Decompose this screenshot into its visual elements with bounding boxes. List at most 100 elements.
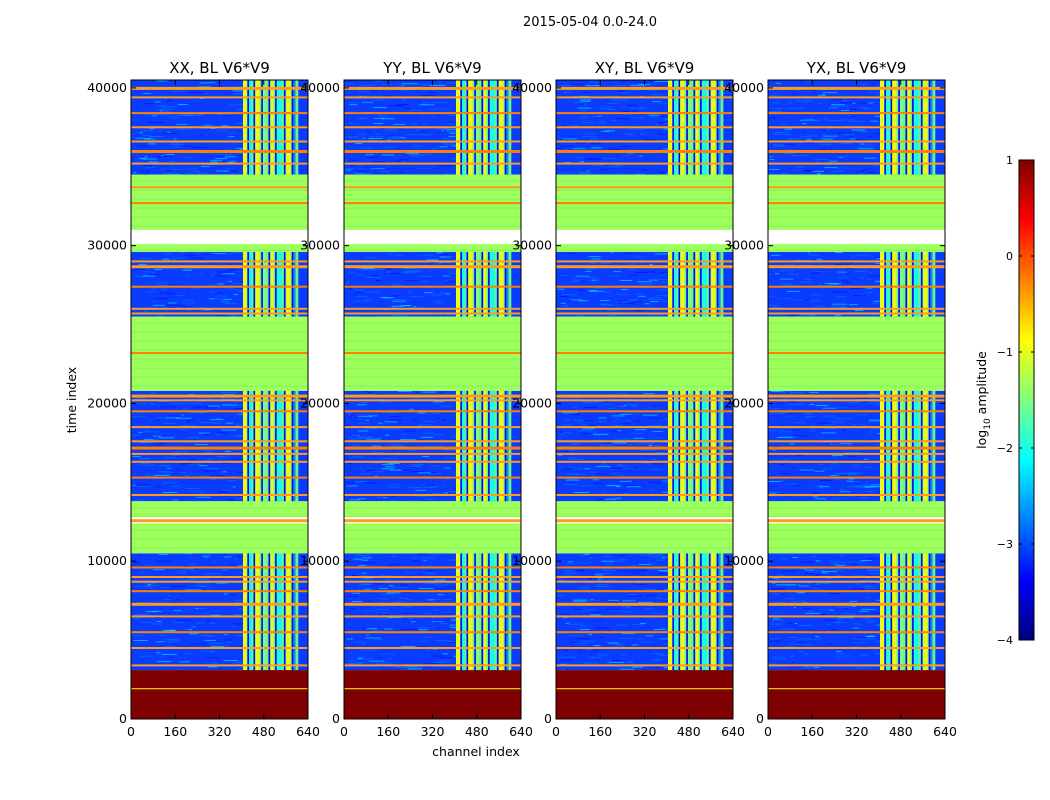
noise-speck bbox=[648, 481, 661, 483]
panel-title: XY, BL V6*V9 bbox=[595, 59, 695, 77]
noise-speck bbox=[768, 304, 779, 306]
noise-speck bbox=[223, 149, 230, 151]
noise-speck bbox=[787, 622, 793, 624]
noise-speck bbox=[388, 585, 394, 587]
noise-speck bbox=[182, 114, 195, 116]
noise-speck bbox=[582, 92, 590, 94]
flag-row bbox=[344, 394, 521, 398]
noise-speck bbox=[131, 137, 146, 139]
noise-speck bbox=[381, 428, 390, 430]
noise-speck bbox=[433, 434, 444, 436]
noise-speck bbox=[572, 599, 587, 601]
noise-speck bbox=[426, 599, 434, 601]
noise-speck bbox=[793, 169, 804, 171]
noise-speck bbox=[591, 471, 597, 473]
rfi-gap-line bbox=[708, 251, 711, 317]
flag-stripe bbox=[556, 529, 733, 531]
flag-stripe bbox=[131, 516, 308, 518]
noise-speck bbox=[190, 168, 199, 170]
noise-speck bbox=[605, 563, 613, 565]
flag-row bbox=[344, 126, 521, 129]
noise-speck bbox=[818, 259, 830, 261]
rfi-stripe bbox=[673, 553, 677, 671]
noise-speck bbox=[867, 620, 875, 622]
noise-speck bbox=[345, 412, 352, 414]
flag-row bbox=[556, 150, 733, 153]
noise-speck bbox=[351, 601, 362, 602]
noise-speck bbox=[848, 478, 855, 480]
noise-speck bbox=[168, 639, 182, 641]
noise-speck bbox=[432, 626, 435, 628]
noise-speck bbox=[593, 434, 608, 436]
noise-speck bbox=[196, 463, 201, 465]
noise-speck bbox=[203, 613, 210, 614]
noise-speck bbox=[394, 104, 409, 106]
rfi-stripe bbox=[277, 390, 282, 502]
noise-speck bbox=[788, 401, 798, 403]
noise-speck bbox=[803, 142, 815, 144]
noise-speck bbox=[347, 595, 359, 597]
noise-speck bbox=[183, 475, 190, 476]
noise-speck bbox=[147, 274, 162, 276]
noise-speck bbox=[838, 105, 848, 107]
noise-speck bbox=[851, 102, 857, 104]
noise-speck bbox=[809, 404, 815, 405]
noise-speck bbox=[207, 405, 221, 407]
noise-speck bbox=[193, 608, 207, 610]
noise-speck bbox=[653, 613, 663, 615]
noise-speck bbox=[346, 485, 358, 487]
noise-speck bbox=[401, 592, 414, 593]
noise-speck bbox=[446, 281, 455, 283]
flag-row bbox=[131, 664, 308, 667]
noise-speck bbox=[844, 155, 849, 157]
rfi-stripe bbox=[680, 553, 685, 671]
y-tick-label: 0 bbox=[756, 711, 764, 726]
noise-speck bbox=[596, 659, 610, 661]
noise-speck bbox=[862, 116, 866, 118]
noise-speck bbox=[433, 609, 438, 611]
flag-row bbox=[344, 647, 521, 649]
noise-speck bbox=[228, 288, 243, 290]
noise-speck bbox=[209, 475, 225, 477]
noise-speck bbox=[154, 269, 162, 270]
noise-speck bbox=[414, 611, 418, 613]
flag-row bbox=[556, 260, 733, 263]
noise-speck bbox=[361, 562, 376, 564]
flag-row bbox=[768, 265, 945, 269]
flag-row bbox=[556, 202, 733, 205]
noise-speck bbox=[216, 642, 224, 644]
noise-speck bbox=[134, 268, 146, 270]
noise-speck bbox=[811, 272, 821, 274]
noise-speck bbox=[402, 612, 412, 614]
noise-speck bbox=[209, 622, 216, 624]
noise-speck bbox=[624, 404, 638, 406]
noise-speck bbox=[440, 256, 456, 258]
noise-speck bbox=[158, 635, 167, 636]
noise-speck bbox=[150, 403, 156, 405]
noise-speck bbox=[873, 649, 878, 651]
noise-speck bbox=[378, 614, 382, 616]
rfi-stripe bbox=[695, 553, 699, 671]
noise-speck bbox=[607, 498, 614, 499]
noise-speck bbox=[580, 625, 587, 627]
noise-speck bbox=[221, 299, 225, 301]
noise-speck bbox=[841, 119, 855, 121]
noise-speck bbox=[784, 451, 787, 453]
noise-speck bbox=[345, 169, 351, 171]
noise-speck bbox=[822, 143, 833, 145]
noise-speck bbox=[837, 474, 847, 476]
noise-speck bbox=[374, 80, 382, 82]
noise-speck bbox=[401, 82, 408, 84]
noise-speck bbox=[442, 612, 454, 614]
noise-speck bbox=[407, 487, 422, 489]
noise-speck bbox=[151, 157, 153, 159]
noise-speck bbox=[149, 136, 162, 137]
x-tick-label: 640 bbox=[509, 724, 533, 739]
noise-speck bbox=[784, 483, 798, 485]
noise-speck bbox=[197, 113, 203, 115]
noise-speck bbox=[188, 394, 194, 395]
flagged-region bbox=[768, 523, 945, 554]
noise-speck bbox=[388, 253, 392, 255]
noise-speck bbox=[567, 478, 578, 480]
noise-speck bbox=[608, 662, 625, 663]
